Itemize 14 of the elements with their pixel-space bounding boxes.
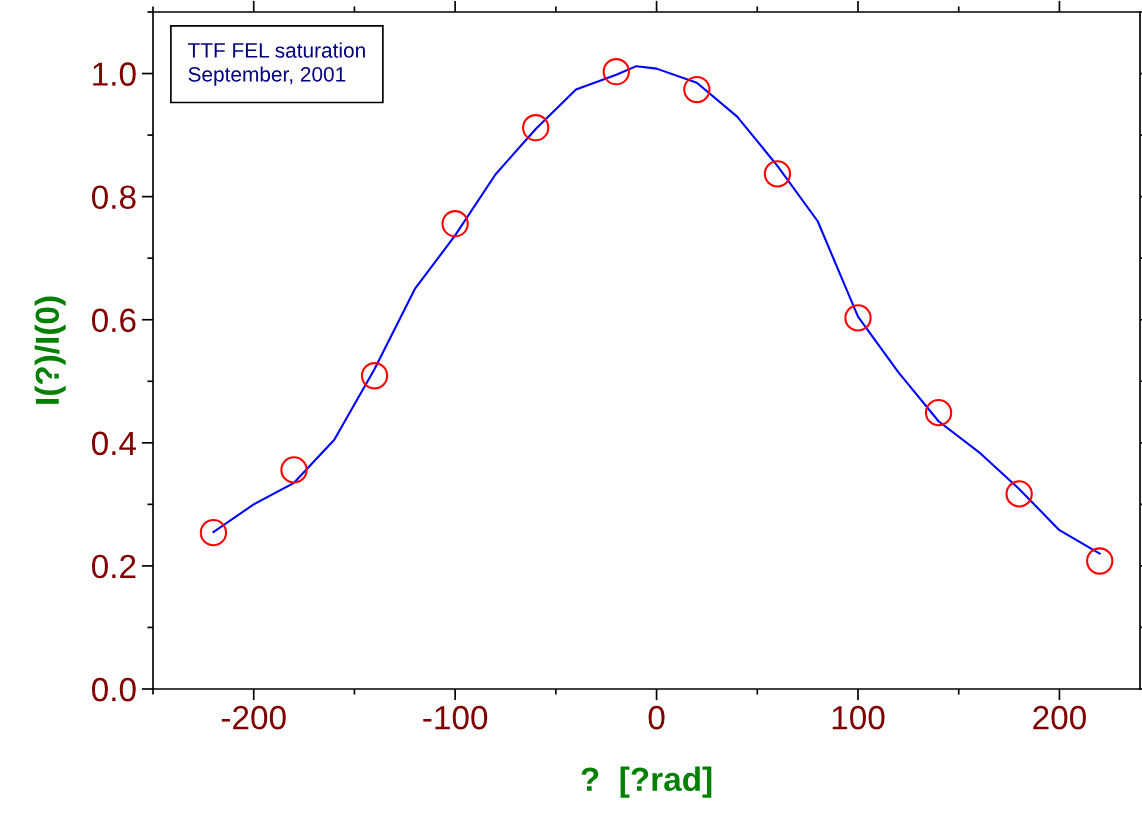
y-tick-label: 0.0 [92, 677, 136, 702]
x-axis-title: ? [?rad] [581, 766, 712, 798]
x-tick-label: 100 [832, 705, 885, 730]
x-tick-label: -100 [423, 705, 488, 730]
y-tick-label: 0.2 [92, 554, 136, 579]
annotation: TTF FEL saturation September, 2001 [188, 42, 365, 86]
y-tick-label: 0.6 [92, 308, 136, 333]
y-tick-label: 0.8 [92, 185, 136, 210]
y-tick-label: 0.4 [92, 431, 137, 456]
y-axis-title: I(?)/I(0) [34, 296, 66, 404]
x-tick-label: 200 [1033, 705, 1086, 730]
x-tick-label: -200 [221, 705, 286, 730]
y-tick-label: 1.0 [93, 62, 136, 86]
x-tick-label: 0 [648, 705, 665, 730]
